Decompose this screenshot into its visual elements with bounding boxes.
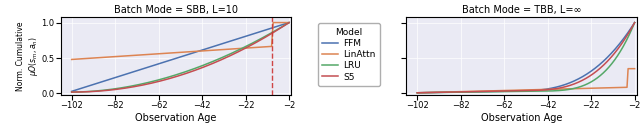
S5: [563, 86, 570, 87]
LRU: [413, 92, 421, 94]
FFM: [563, 83, 570, 85]
LRU: [587, 81, 595, 83]
LRU: [563, 89, 570, 91]
FFM: [413, 92, 421, 94]
LinAttn: [413, 92, 421, 94]
LinAttn: [156, 53, 163, 54]
S5: [631, 22, 639, 23]
X-axis label: Observation Age: Observation Age: [135, 113, 217, 123]
FFM: [237, 37, 245, 38]
LinAttn: [436, 91, 444, 93]
Line: LRU: LRU: [417, 23, 635, 93]
S5: [501, 90, 509, 92]
LRU: [90, 90, 98, 92]
LinAttn: [164, 52, 172, 54]
S5: [90, 91, 98, 92]
S5: [217, 59, 225, 61]
FFM: [509, 90, 517, 92]
Line: FFM: FFM: [72, 23, 289, 91]
S5: [509, 90, 517, 92]
Y-axis label: Norm. Cumulative
$\mu O(s_m, a_n)$: Norm. Cumulative $\mu O(s_m, a_n)$: [16, 21, 40, 91]
FFM: [68, 91, 76, 92]
LRU: [68, 91, 76, 93]
FFM: [501, 91, 509, 92]
S5: [237, 50, 245, 51]
LinAttn: [90, 57, 98, 59]
LRU: [164, 77, 172, 78]
Title: Batch Mode = TBB, L=∞: Batch Mode = TBB, L=∞: [462, 5, 581, 15]
S5: [436, 92, 444, 93]
LRU: [501, 91, 509, 92]
LinAttn: [501, 90, 509, 91]
Line: S5: S5: [417, 23, 635, 93]
FFM: [241, 36, 249, 37]
Line: LinAttn: LinAttn: [417, 69, 635, 93]
LinAttn: [631, 68, 639, 69]
FFM: [285, 22, 293, 23]
LinAttn: [509, 89, 517, 91]
LinAttn: [285, 22, 293, 23]
LRU: [217, 57, 225, 59]
S5: [156, 80, 163, 82]
LinAttn: [583, 88, 591, 89]
Line: LinAttn: LinAttn: [72, 23, 289, 59]
FFM: [631, 22, 639, 23]
FFM: [587, 71, 595, 72]
S5: [241, 48, 249, 49]
LRU: [509, 91, 517, 92]
LRU: [583, 83, 591, 85]
LinAttn: [241, 47, 249, 49]
LRU: [285, 22, 293, 23]
LinAttn: [624, 68, 632, 69]
LinAttn: [68, 59, 76, 60]
LRU: [241, 46, 249, 48]
LRU: [436, 92, 444, 93]
FFM: [217, 43, 225, 45]
Line: S5: S5: [72, 23, 289, 92]
S5: [68, 91, 76, 93]
S5: [164, 78, 172, 80]
FFM: [583, 73, 591, 75]
LinAttn: [217, 49, 225, 50]
S5: [413, 92, 421, 94]
Line: FFM: FFM: [417, 23, 635, 93]
LRU: [156, 79, 163, 80]
Legend: FFM, LinAttn, LRU, S5: FFM, LinAttn, LRU, S5: [317, 23, 380, 86]
FFM: [90, 84, 98, 85]
LRU: [237, 48, 245, 50]
X-axis label: Observation Age: Observation Age: [481, 113, 563, 123]
LinAttn: [563, 88, 570, 90]
FFM: [156, 63, 163, 64]
LinAttn: [269, 22, 277, 23]
LinAttn: [587, 87, 595, 89]
LinAttn: [237, 48, 245, 49]
FFM: [436, 92, 444, 93]
Title: Batch Mode = SBB, L=10: Batch Mode = SBB, L=10: [114, 5, 238, 15]
S5: [587, 75, 595, 76]
S5: [285, 22, 293, 23]
FFM: [164, 60, 172, 62]
S5: [583, 77, 591, 79]
Line: LRU: LRU: [72, 23, 289, 92]
LRU: [631, 22, 639, 23]
